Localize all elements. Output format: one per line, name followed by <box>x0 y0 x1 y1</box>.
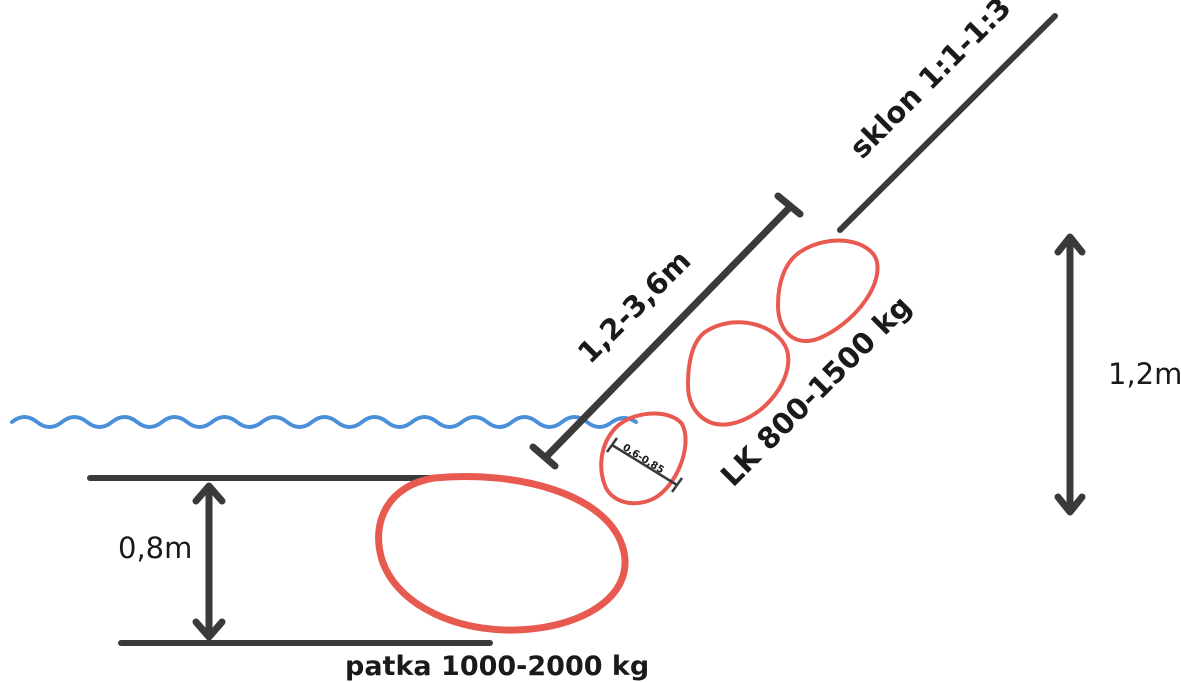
stone-thickness-dimension <box>605 437 684 493</box>
footing-stone <box>375 473 629 634</box>
slope-line <box>837 13 1058 233</box>
height-left-label: 0,8m <box>118 531 192 565</box>
height-arrow-right <box>1054 233 1086 516</box>
stone-size-label: LK 800-1500 kg <box>714 289 918 493</box>
slope-length-label: 1,2-3,6m <box>571 243 698 370</box>
stone-thickness-label: 0,6-0,85 <box>620 442 665 476</box>
slope-length-dimension <box>529 192 804 470</box>
height-arrow-left <box>192 482 226 641</box>
height-right-label: 1,2m <box>1108 357 1181 391</box>
slope-stone-1 <box>599 411 688 506</box>
slope-stone-2 <box>686 320 791 427</box>
footing-label: patka 1000-2000 kg <box>345 651 649 682</box>
water-line <box>10 415 638 429</box>
slope-stone-3 <box>776 238 880 343</box>
